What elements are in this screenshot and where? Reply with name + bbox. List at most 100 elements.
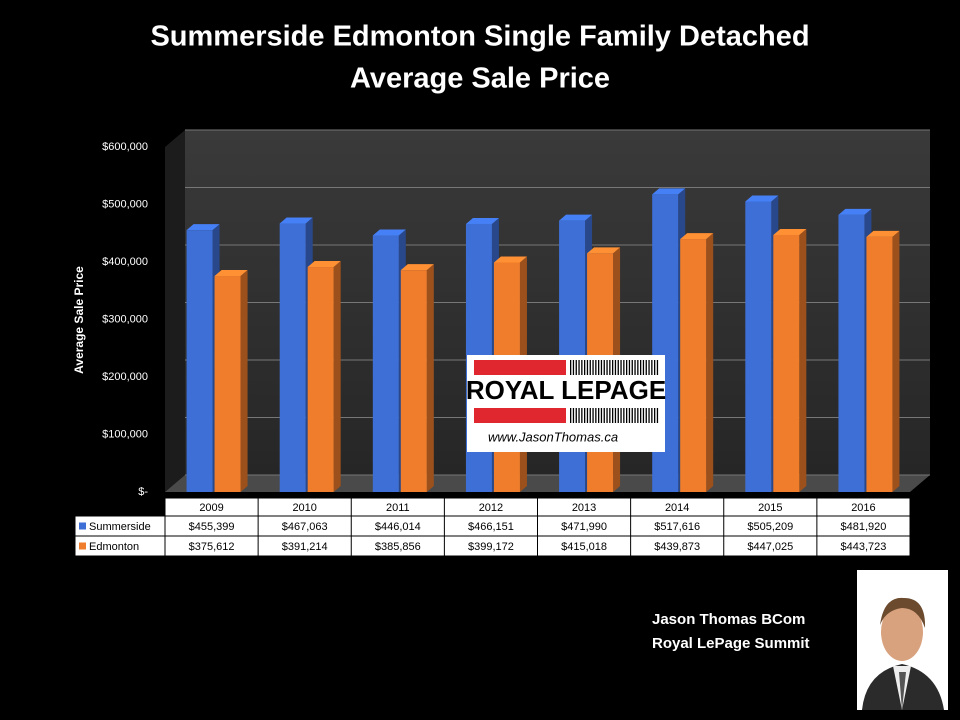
- barcode-line: [606, 408, 608, 423]
- bar-top: [279, 217, 313, 224]
- barcode-line: [578, 360, 580, 375]
- barcode-line: [645, 360, 647, 375]
- chart-subtitle: Average Sale Price: [350, 63, 610, 95]
- table-value: $399,172: [468, 541, 514, 553]
- x-tick-label: 2014: [665, 502, 689, 514]
- barcode-line: [575, 408, 577, 423]
- y-axis-label: Average Sale Price: [72, 266, 86, 374]
- y-tick-label: $300,000: [102, 313, 148, 325]
- photo-face: [881, 603, 923, 661]
- y-tick-label: $100,000: [102, 428, 148, 440]
- logo: ROYAL LEPAGE www.JasonThomas.ca: [466, 355, 666, 452]
- bar: [400, 270, 427, 492]
- bar-top: [465, 217, 499, 224]
- bar: [372, 235, 399, 493]
- bar-top: [745, 195, 779, 202]
- barcode-line: [578, 408, 580, 423]
- y-tick-label: $600,000: [102, 141, 148, 153]
- bar-top: [773, 228, 807, 235]
- barcode-line: [626, 360, 628, 375]
- table-value: $517,616: [654, 521, 700, 533]
- table-value: $467,063: [282, 521, 328, 533]
- barcode-line: [570, 360, 572, 375]
- barcode-line: [586, 360, 589, 375]
- barcode-line: [623, 408, 625, 423]
- agent-name: Jason Thomas BCom: [652, 611, 805, 628]
- website: www.JasonThomas.ca: [488, 429, 618, 444]
- bar-top: [372, 229, 406, 236]
- barcode-line: [631, 408, 633, 423]
- bar-top: [866, 230, 900, 237]
- floor: [165, 475, 930, 492]
- barcode-line: [637, 408, 639, 423]
- bar: [866, 236, 893, 492]
- table-value: $391,214: [282, 541, 328, 553]
- barcode-line: [603, 360, 605, 375]
- barcode-line: [651, 408, 653, 423]
- barcode-line: [620, 360, 622, 375]
- bar-top: [214, 270, 248, 277]
- bar-top: [838, 208, 872, 215]
- barcode-line: [640, 360, 642, 375]
- barcode-line: [589, 360, 591, 375]
- x-tick-label: 2013: [572, 502, 596, 514]
- table-value: $443,723: [840, 541, 886, 553]
- barcode-line: [600, 360, 603, 375]
- x-tick-label: 2016: [851, 502, 875, 514]
- bar-side: [892, 230, 900, 493]
- barcode-line: [640, 408, 642, 423]
- bar-top: [587, 247, 621, 254]
- barcode-line: [654, 360, 656, 375]
- bar: [214, 276, 241, 492]
- bar: [279, 223, 306, 492]
- barcode-line: [645, 408, 647, 423]
- bar-top: [493, 256, 527, 263]
- barcode-line: [595, 360, 597, 375]
- barcode-line: [648, 360, 650, 375]
- bar: [307, 267, 334, 492]
- legend-swatch: [79, 522, 86, 530]
- logo-bar: [474, 408, 566, 423]
- barcode-line: [654, 408, 656, 423]
- barcode-line: [614, 408, 617, 423]
- data-table: 2009 $455,399 $375,612 2010 $467,063 $391,214…: [74, 497, 911, 557]
- barcode-line: [617, 408, 619, 423]
- barcode-line: [581, 360, 583, 375]
- table-value: $375,612: [189, 541, 235, 553]
- x-tick-label: 2010: [292, 502, 316, 514]
- table-value: $455,399: [189, 521, 235, 533]
- side-wall: [165, 130, 185, 492]
- bar-top: [652, 188, 686, 195]
- barcode-line: [628, 360, 631, 375]
- photo-tie: [899, 672, 906, 710]
- x-tick-label: 2012: [479, 502, 503, 514]
- barcode-line: [648, 408, 650, 423]
- table-value: $505,209: [747, 521, 793, 533]
- y-tick-label: $200,000: [102, 371, 148, 383]
- bar-top: [559, 214, 593, 221]
- bar-top: [400, 264, 434, 271]
- bar-top: [186, 224, 220, 231]
- table-value: $439,873: [654, 541, 700, 553]
- barcode-line: [631, 360, 633, 375]
- barcode-line: [589, 408, 591, 423]
- barcode-line: [634, 360, 636, 375]
- barcode-line: [592, 360, 594, 375]
- bar-side: [333, 261, 341, 492]
- logo-bar: [474, 360, 566, 375]
- y-tick-label: $500,000: [102, 198, 148, 210]
- table-value: $471,990: [561, 521, 607, 533]
- barcode-line: [592, 408, 594, 423]
- barcode-line: [656, 360, 659, 375]
- table-value: $415,018: [561, 541, 607, 553]
- y-tick-label: $-: [138, 486, 148, 498]
- barcode-line: [642, 408, 645, 423]
- x-tick-label: 2015: [758, 502, 782, 514]
- barcode-line: [595, 408, 597, 423]
- legend-label: Edmonton: [89, 541, 139, 553]
- bar-top: [307, 261, 341, 268]
- barcode-line: [612, 408, 614, 423]
- barcode-line: [617, 360, 619, 375]
- y-tick-label: $400,000: [102, 256, 148, 268]
- bar-side: [426, 264, 434, 492]
